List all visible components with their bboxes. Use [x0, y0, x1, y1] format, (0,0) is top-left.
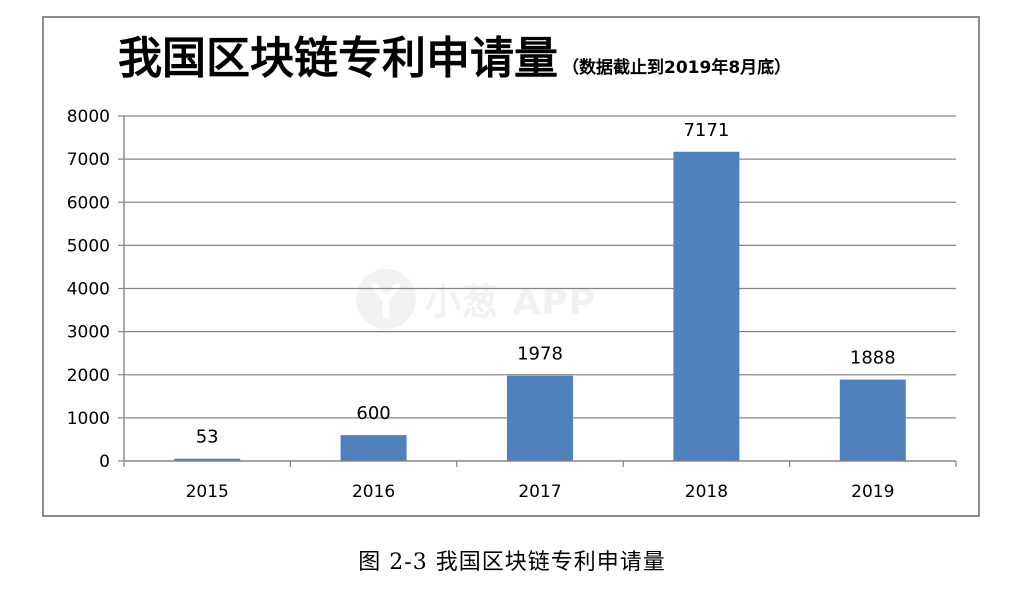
- y-tick-label: 1000: [67, 409, 110, 429]
- bar: [507, 375, 573, 461]
- data-label: 53: [196, 427, 219, 448]
- x-tick-label: 2018: [685, 482, 728, 502]
- y-tick-label: 5000: [67, 236, 110, 256]
- bars: [174, 151, 906, 462]
- x-tick-label: 2019: [851, 482, 894, 502]
- x-tick-label: 2017: [518, 482, 561, 502]
- figure-caption: 图 2-3 我国区块链专利申请量: [358, 550, 666, 575]
- gridlines: [124, 115, 956, 419]
- x-tick-label: 2016: [352, 482, 395, 502]
- x-tick-label: 2015: [186, 482, 229, 502]
- y-tick-label: 4000: [67, 280, 110, 300]
- y-tick-label: 3000: [67, 323, 110, 343]
- chart-title: 我国区块链专利申请量: [118, 33, 558, 84]
- bar: [673, 151, 740, 462]
- bar: [174, 458, 241, 461]
- y-tick-label: 8000: [67, 107, 110, 127]
- y-tick-label: 0: [99, 452, 110, 472]
- labels: 0 1000 2000 3000 4000 5000 6000 7000 8000 53 2015 6…: [67, 107, 896, 502]
- data-label: 7171: [683, 120, 729, 141]
- y-tick-label: 6000: [67, 193, 110, 213]
- data-label: 600: [356, 403, 390, 424]
- bar: [340, 435, 407, 461]
- axes: [118, 115, 957, 467]
- data-label: 1978: [517, 344, 563, 365]
- bar: [839, 379, 906, 461]
- data-label: 1888: [850, 348, 896, 369]
- chart-subtitle: （数据截止到2019年8月底）: [562, 58, 792, 78]
- y-tick-label: 2000: [67, 366, 110, 386]
- y-tick-label: 7000: [67, 150, 110, 170]
- chart-title-row: 我国区块链专利申请量 （数据截止到2019年8月底）: [118, 22, 791, 86]
